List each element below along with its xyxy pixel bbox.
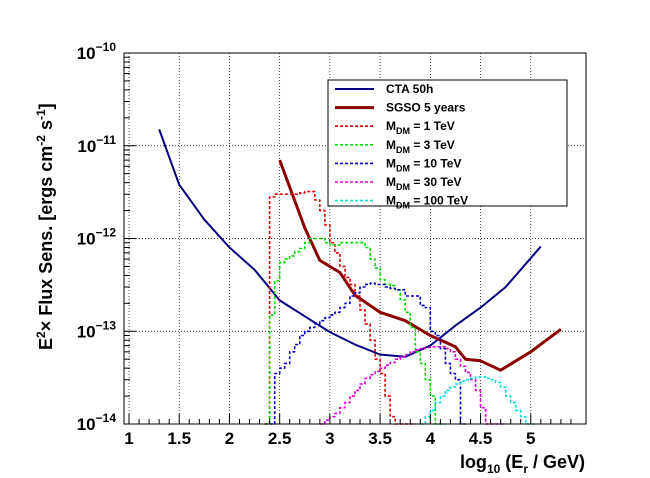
series-layer xyxy=(158,129,562,425)
legend-label: CTA 50h xyxy=(386,82,433,96)
y-tick-label: 10−12 xyxy=(77,226,117,249)
tick-labels: 1 1.5 2 2.5 3 3.5 4 4.5 5 10−14 10−13 10−12 10−11 10−… xyxy=(77,40,536,448)
legend-box xyxy=(327,79,568,207)
legend-label: MDM = 1 TeV xyxy=(386,119,455,136)
x-tick-label: 4.5 xyxy=(469,429,493,448)
y-tick-label: 10−13 xyxy=(77,318,117,341)
y-tick-label: 10−14 xyxy=(77,411,117,434)
axis-ticks xyxy=(124,52,572,425)
series-line-1 xyxy=(158,129,542,358)
series-line-6 xyxy=(319,346,506,425)
series-line-4 xyxy=(264,237,446,425)
x-axis-title: log10 (Er / GeV) xyxy=(460,452,585,476)
legend-label: SGSO 5 years xyxy=(386,101,466,115)
x-tick-label: 2 xyxy=(225,429,234,448)
x-tick-label: 4 xyxy=(426,429,436,448)
x-tick-label: 3.5 xyxy=(368,429,392,448)
y-tick-label: 10−11 xyxy=(77,133,116,156)
legend-label: MDM = 3 TeV xyxy=(386,138,455,155)
x-tick-label: 3 xyxy=(325,429,334,448)
legend-label: MDM = 100 TeV xyxy=(386,194,468,211)
y-tick-label: 10−10 xyxy=(77,40,117,63)
series-line-3 xyxy=(264,190,416,425)
x-tick-label: 5 xyxy=(526,429,535,448)
x-tick-label: 1 xyxy=(124,429,133,448)
legend-label: MDM = 10 TeV xyxy=(386,156,461,173)
x-tick-label: 2.5 xyxy=(268,429,292,448)
series-line-7 xyxy=(420,376,536,425)
x-tick-label: 1.5 xyxy=(167,429,191,448)
y-axis-title: E2× Flux Sens. [ergs cm-2 s-1] xyxy=(34,103,56,350)
legend: CTA 50h SGSO 5 years MDM = 1 TeV MDM = 3 Te… xyxy=(327,79,568,211)
series-line-2 xyxy=(278,159,562,372)
legend-label: MDM = 30 TeV xyxy=(386,175,461,192)
